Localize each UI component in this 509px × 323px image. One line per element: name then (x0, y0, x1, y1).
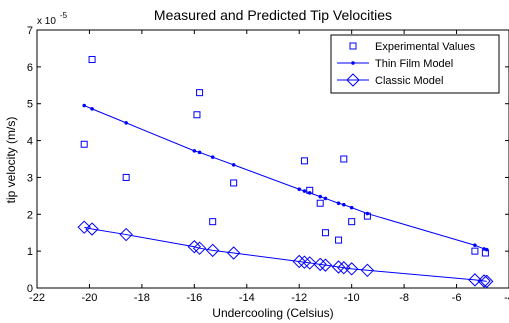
data-point (82, 103, 87, 108)
y-exponent-power: -5 (60, 11, 68, 20)
y-axis-label: tip velocity (m/s) (4, 117, 18, 204)
data-point (230, 179, 238, 187)
legend-label: Thin Film Model (375, 58, 453, 70)
data-point (187, 240, 202, 254)
data-point (331, 260, 346, 274)
x-tick-label: -6 (452, 292, 462, 304)
data-point (321, 229, 329, 237)
data-point (468, 273, 482, 287)
data-point (205, 243, 220, 258)
data-point (80, 140, 88, 148)
data-point (292, 254, 306, 269)
data-point (90, 107, 94, 111)
legend: Experimental Values Thin Film Model Classi… (330, 34, 500, 94)
data-point (341, 202, 346, 207)
data-point (192, 241, 207, 255)
data-point (360, 263, 375, 278)
legend-label: Classic Model (375, 75, 443, 87)
x-tick-label: -10 (344, 292, 360, 304)
data-point (122, 173, 130, 181)
legend-marker (351, 61, 355, 65)
y-tick-label: 5 (27, 99, 33, 111)
data-point (348, 218, 356, 226)
data-point (484, 247, 489, 252)
x-tick-label: -8 (399, 292, 409, 304)
x-tick-label: -4 (504, 292, 509, 304)
x-tick-label: -12 (291, 292, 307, 304)
y-exponent-base: x 10 (37, 16, 56, 27)
data-point (302, 189, 307, 193)
data-point (307, 191, 312, 195)
data-point (88, 55, 96, 63)
x-tick-label: -22 (29, 292, 45, 304)
data-point (119, 227, 133, 242)
data-point (344, 262, 359, 276)
x-tick-label: -14 (239, 292, 255, 304)
data-point (297, 255, 312, 269)
legend-label: Experimental Values (375, 41, 476, 53)
data-point (197, 150, 202, 155)
data-point (77, 220, 91, 234)
data-point (337, 261, 351, 275)
data-point (471, 247, 479, 255)
y-tick-label: 2 (27, 209, 33, 221)
data-point (473, 243, 477, 248)
legend-box (330, 34, 500, 94)
data-point (226, 246, 241, 260)
chart-title: Measured and Predicted Tip Velocities (154, 7, 392, 23)
data-point (231, 163, 236, 167)
data-point (300, 157, 308, 165)
data-point (340, 155, 348, 163)
data-point (318, 258, 333, 272)
data-point (193, 111, 201, 119)
data-point (313, 257, 327, 272)
data-point (335, 236, 343, 244)
x-tick-label: -16 (186, 292, 202, 304)
data-point (192, 149, 197, 153)
data-point (196, 89, 204, 97)
data-point (365, 211, 370, 216)
y-tick-label: 7 (27, 25, 33, 37)
legend-marker (349, 42, 357, 50)
y-tick-label: 6 (27, 62, 33, 74)
data-point (124, 121, 129, 125)
data-point (318, 194, 323, 199)
y-tick-label: 4 (27, 136, 33, 148)
data-point (349, 205, 354, 210)
data-point (316, 199, 324, 207)
legend-marker (346, 73, 360, 87)
data-point (303, 256, 317, 270)
data-point (477, 274, 491, 288)
y-tick-label: 1 (27, 246, 33, 258)
data-point (210, 155, 215, 160)
series-1 (82, 103, 489, 252)
data-point (323, 196, 328, 201)
x-tick-label: -18 (134, 292, 150, 304)
x-axis-label: Undercooling (Celsius) (212, 306, 333, 320)
data-point (85, 222, 99, 236)
data-point (480, 274, 494, 289)
data-point (336, 201, 341, 206)
data-point (297, 187, 302, 192)
x-tick-label: -20 (81, 292, 97, 304)
y-tick-label: 3 (27, 172, 33, 184)
y-tick-label: 0 (27, 283, 33, 295)
series-2 (77, 220, 494, 289)
data-point (209, 218, 217, 226)
